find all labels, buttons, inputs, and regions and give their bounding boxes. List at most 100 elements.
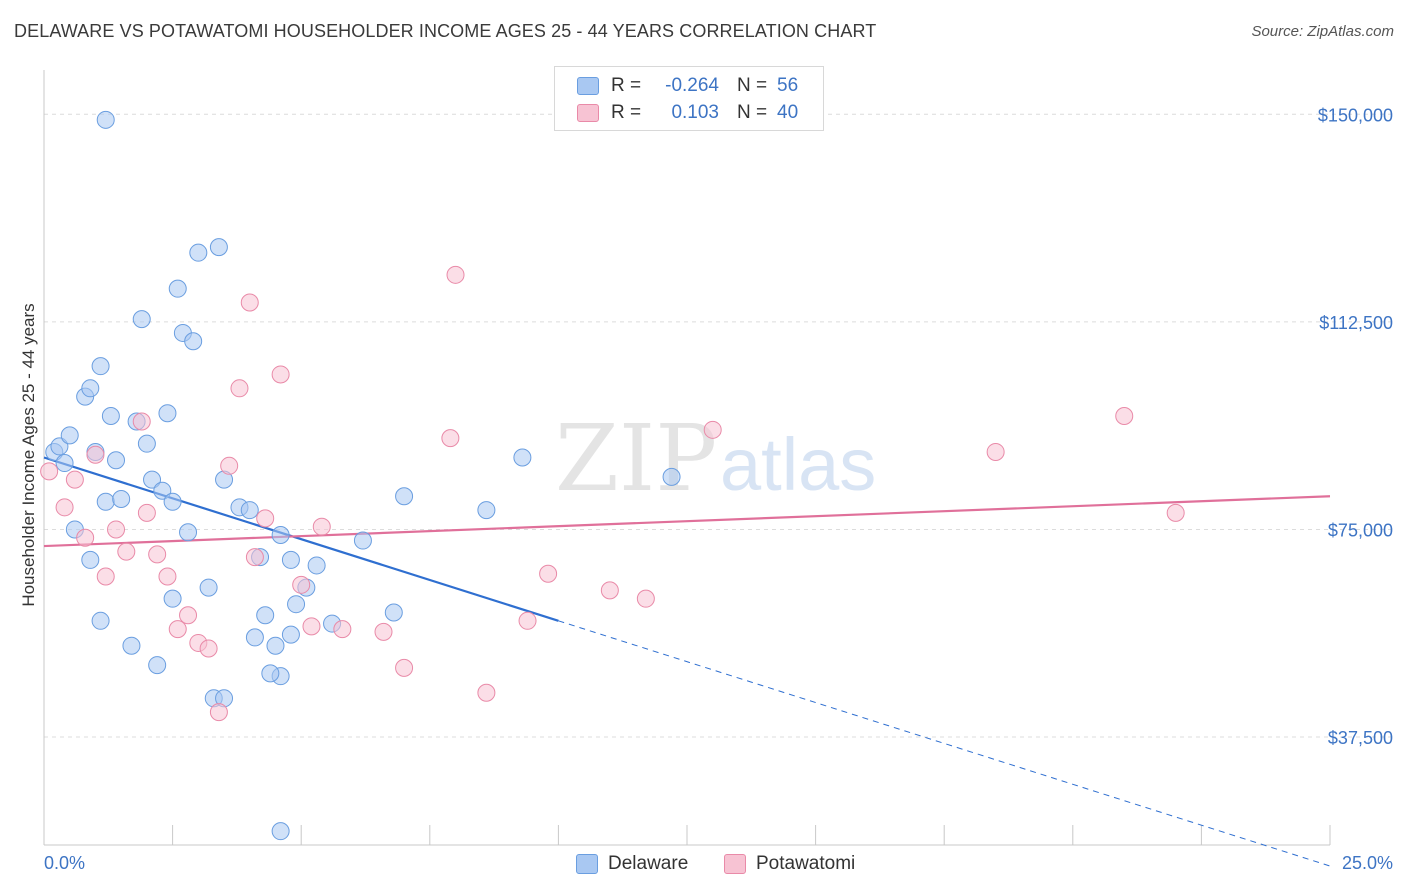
legend-swatch-potawatomi [577, 104, 599, 122]
point-potawatomi [158, 567, 177, 586]
point-delaware [209, 238, 228, 257]
point-potawatomi [1166, 503, 1185, 522]
point-potawatomi [137, 503, 156, 522]
point-delaware [158, 404, 177, 423]
legend-n-value: 40 [777, 102, 799, 123]
point-potawatomi [168, 620, 187, 639]
point-potawatomi [600, 581, 619, 600]
bottom-legend-swatch-delaware [576, 854, 598, 874]
point-delaware [179, 523, 198, 542]
point-delaware [143, 470, 162, 489]
watermark-zip: ZIP [555, 405, 717, 512]
point-potawatomi [256, 509, 275, 528]
point-delaware [240, 501, 259, 520]
point-potawatomi [292, 575, 311, 594]
point-potawatomi [245, 548, 264, 567]
point-delaware [50, 437, 69, 456]
point-potawatomi [539, 564, 558, 583]
x-tick-label-min: 0.0% [44, 853, 85, 873]
point-delaware [153, 481, 172, 500]
point-delaware [189, 243, 208, 262]
watermark-atlas: atlas [720, 423, 876, 506]
legend-row-potawatomi: R = 0.103 N = 40 [577, 100, 798, 126]
legend-r-value: 0.103 [671, 102, 719, 123]
point-delaware [662, 467, 681, 486]
point-delaware [81, 379, 100, 398]
legend-row-delaware: R = -0.264 N = 56 [577, 73, 798, 99]
point-potawatomi [86, 445, 105, 464]
legend-n-value: 56 [777, 75, 799, 96]
legend-n-label: N = [737, 75, 768, 96]
trend-line-delaware-extension [558, 620, 1331, 867]
y-tick-label: $150,000 [1318, 105, 1393, 125]
point-potawatomi [477, 683, 496, 702]
legend-swatch-delaware [577, 77, 599, 95]
y-tick-label: $75,000 [1328, 520, 1393, 540]
point-potawatomi [220, 456, 239, 475]
point-potawatomi [199, 639, 218, 658]
point-potawatomi [76, 528, 95, 547]
point-potawatomi [302, 617, 321, 636]
bottom-legend-label-potawatomi: Potawatomi [756, 853, 856, 874]
point-delaware [107, 451, 126, 470]
point-potawatomi [441, 429, 460, 448]
point-delaware [281, 550, 300, 569]
bottom-legend-label-delaware: Delaware [608, 853, 689, 874]
point-delaware [199, 578, 218, 597]
point-delaware [287, 595, 306, 614]
chart-source: Source: ZipAtlas.com [1251, 23, 1394, 40]
point-delaware [245, 628, 264, 647]
point-delaware [256, 606, 275, 625]
data-points [40, 110, 1185, 841]
axis-labels: $37,500 $75,000 $112,500 $150,000 0.0% 25.0% H… [19, 105, 1393, 873]
point-potawatomi [55, 498, 74, 517]
correlation-legend: R = -0.264 N = 56 R = 0.103 N = 40 [554, 66, 824, 131]
point-potawatomi [703, 420, 722, 439]
point-delaware [122, 636, 141, 655]
watermark: ZIP atlas [555, 405, 876, 512]
point-potawatomi [40, 462, 59, 481]
point-delaware [184, 332, 203, 351]
y-tick-label: $37,500 [1328, 728, 1393, 748]
point-delaware [261, 664, 280, 683]
trend-line-delaware [43, 456, 559, 622]
point-delaware [60, 426, 79, 445]
y-tick-label: $112,500 [1319, 313, 1393, 333]
legend-r-label: R = [611, 102, 642, 123]
point-potawatomi [117, 542, 136, 561]
point-potawatomi [446, 265, 465, 284]
legend-r-value: -0.264 [665, 75, 719, 96]
bottom-legend-potawatomi: Potawatomi [724, 852, 855, 876]
trend-lines [43, 456, 1331, 867]
chart-title: DELAWARE VS POTAWATOMI HOUSEHOLDER INCOM… [14, 21, 877, 41]
trend-line-potawatomi [43, 495, 1331, 548]
point-potawatomi [230, 379, 249, 398]
point-delaware [281, 625, 300, 644]
point-potawatomi [986, 442, 1005, 461]
point-delaware [91, 611, 110, 630]
point-delaware [132, 310, 151, 329]
point-potawatomi [240, 293, 259, 312]
point-delaware [168, 279, 187, 298]
point-potawatomi [65, 470, 84, 489]
point-delaware [163, 589, 182, 608]
point-delaware [271, 822, 290, 841]
point-potawatomi [518, 611, 537, 630]
point-delaware [91, 357, 110, 376]
point-delaware [96, 110, 115, 129]
point-delaware [81, 550, 100, 569]
point-delaware [271, 526, 290, 544]
point-delaware [513, 448, 532, 467]
point-potawatomi [395, 658, 414, 677]
point-delaware [307, 556, 326, 575]
point-delaware [148, 656, 167, 675]
y-axis-label: Householder Income Ages 25 - 44 years [19, 303, 38, 606]
point-delaware [101, 406, 120, 425]
point-delaware [353, 531, 372, 550]
x-tick-label-max: 25.0% [1342, 853, 1393, 873]
legend-r-label: R = [611, 75, 642, 96]
point-delaware [163, 492, 182, 511]
point-potawatomi [148, 545, 167, 564]
legend-n-label: N = [737, 102, 768, 123]
